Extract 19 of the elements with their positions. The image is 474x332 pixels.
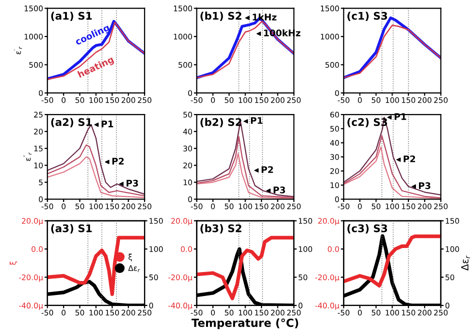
- annotation: P3: [126, 180, 138, 187]
- annotation: P1: [250, 117, 262, 124]
- chart-title: (a2) S1: [51, 118, 92, 128]
- annotation: 1kHz: [252, 14, 276, 20]
- annotation: P3: [418, 182, 430, 190]
- annotation: P3: [274, 186, 286, 194]
- annotation: P1: [102, 120, 114, 128]
- y2-axis-title: Δε$_{r}$: [461, 255, 470, 271]
- chart-title: (c3) S3: [347, 224, 388, 234]
- chart-title: (a1) S1: [51, 12, 92, 21]
- annotation: P2: [112, 158, 124, 164]
- chart-title: (a3) S1: [51, 224, 92, 234]
- annotation: P2: [262, 166, 273, 173]
- annotation: P2: [404, 155, 416, 162]
- chart-title: (b1) S2: [200, 12, 242, 21]
- chart-title: (b3) S2: [200, 224, 242, 234]
- chart-title: (b2) S2: [200, 118, 242, 128]
- x-axis-title: Temperature (°C): [192, 318, 298, 330]
- chart-title: (c1) S3: [347, 12, 388, 21]
